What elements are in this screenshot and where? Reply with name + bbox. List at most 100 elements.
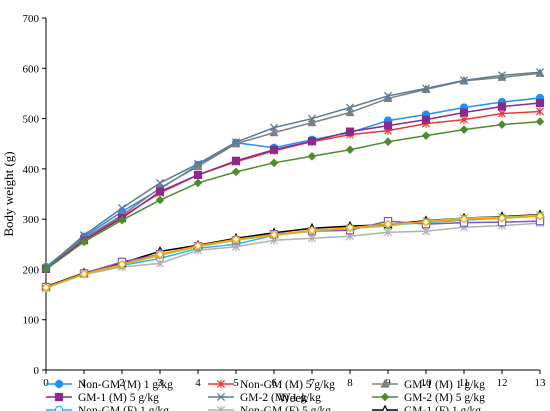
x-tick-label: 12 (497, 377, 508, 389)
data-point (383, 137, 393, 147)
data-point (193, 241, 203, 251)
legend-marker (54, 379, 64, 389)
data-point (231, 156, 241, 165)
data-point (535, 117, 545, 126)
data-point (535, 107, 545, 116)
legend-item: GM-1 (M) 5 g/kg (46, 392, 159, 404)
x-tick-label: 3 (157, 377, 163, 389)
legend-label: GM-1 (M) 1 g/kg (404, 379, 485, 391)
x-tick-label: 0 (43, 377, 49, 389)
legend-label: Non-GM (F) 5 g/kg (240, 405, 331, 411)
data-point (155, 259, 165, 268)
data-point (421, 217, 431, 227)
x-tick-label: 8 (347, 377, 353, 389)
data-point (193, 178, 203, 188)
legend-item: GM-1 (F) 1 g/kg (372, 404, 481, 411)
x-axis-title: Week (278, 390, 308, 405)
series-line (45, 72, 541, 269)
data-point (345, 145, 355, 155)
data-point (155, 187, 165, 196)
data-point (79, 269, 89, 279)
data-point (231, 138, 241, 147)
series-5 (41, 68, 545, 272)
data-point (307, 151, 317, 161)
series-11 (41, 211, 545, 293)
data-point (117, 215, 127, 225)
data-point (155, 178, 165, 187)
legend-item: Non-GM (F) 5 g/kg (208, 405, 331, 411)
series-line (45, 110, 541, 270)
data-point (421, 131, 431, 140)
data-point (117, 204, 127, 213)
data-point (535, 98, 545, 108)
data-point (345, 223, 355, 233)
x-tick-label: 2 (119, 377, 125, 389)
data-point (459, 115, 469, 124)
series-line (45, 120, 541, 271)
x-tick-label: 9 (385, 377, 391, 389)
data-point (535, 68, 545, 77)
data-point (307, 225, 317, 235)
series-line (45, 97, 541, 268)
series-layer (41, 68, 545, 293)
legend-item: Non-GM (F) 1 g/kg (46, 405, 169, 411)
data-point (497, 71, 507, 80)
data-point (459, 76, 469, 85)
legend-label: GM-2 (M) 1 g/kg (240, 392, 321, 404)
series-line (45, 102, 541, 270)
y-tick-label: 100 (23, 315, 40, 327)
legend-label: GM-1 (F) 1 g/kg (404, 405, 481, 411)
data-point (269, 158, 279, 168)
data-point (231, 234, 241, 244)
legend-item: Non-GM (M) 1 g/kg (46, 379, 173, 391)
series-2 (41, 107, 545, 273)
y-tick-label: 200 (23, 264, 40, 276)
series-7 (41, 211, 545, 292)
legend-marker (216, 379, 226, 389)
data-point (459, 125, 469, 134)
data-point (155, 195, 165, 205)
data-point (231, 167, 241, 177)
y-tick-label: 300 (23, 214, 40, 226)
series-3 (41, 68, 545, 272)
series-6 (41, 117, 545, 274)
legend-marker (54, 392, 64, 402)
x-tick-label: 5 (233, 377, 239, 389)
series-1 (41, 93, 545, 272)
data-point (79, 231, 89, 240)
data-point (421, 227, 431, 236)
data-point (497, 213, 507, 223)
data-point (269, 145, 279, 154)
legend-label: GM-1 (M) 5 g/kg (78, 392, 159, 404)
x-tick-label: 4 (195, 377, 201, 389)
legend-label: Non-GM (M) 1 g/kg (78, 379, 173, 391)
data-point (79, 237, 89, 247)
legend-marker (381, 404, 389, 411)
data-point (193, 170, 203, 179)
data-point (269, 127, 279, 137)
legend-marker (380, 392, 390, 402)
series-line (45, 215, 541, 289)
data-point (345, 103, 355, 112)
y-tick-label: 600 (23, 63, 40, 75)
legend-marker (216, 392, 226, 402)
data-point (535, 211, 545, 221)
data-point (155, 249, 165, 259)
x-tick-label: 1 (81, 377, 87, 389)
data-point (497, 120, 507, 129)
data-point (383, 91, 393, 101)
data-point (421, 84, 431, 93)
data-point (41, 283, 51, 292)
x-tick-label: 6 (271, 377, 277, 389)
data-point (307, 117, 317, 127)
legend: Non-GM (M) 1 g/kg Non-GM (M) 5 g/kg GM-1 (… (46, 378, 485, 411)
data-point (459, 214, 469, 224)
legend-item: GM-2 (M) 5 g/kg (372, 392, 485, 404)
data-point (345, 127, 355, 136)
data-point (497, 109, 507, 118)
legend-label: Non-GM (M) 5 g/kg (240, 379, 335, 391)
data-point (383, 121, 393, 130)
x-tick-label: 7 (309, 377, 315, 389)
data-point (269, 123, 279, 132)
